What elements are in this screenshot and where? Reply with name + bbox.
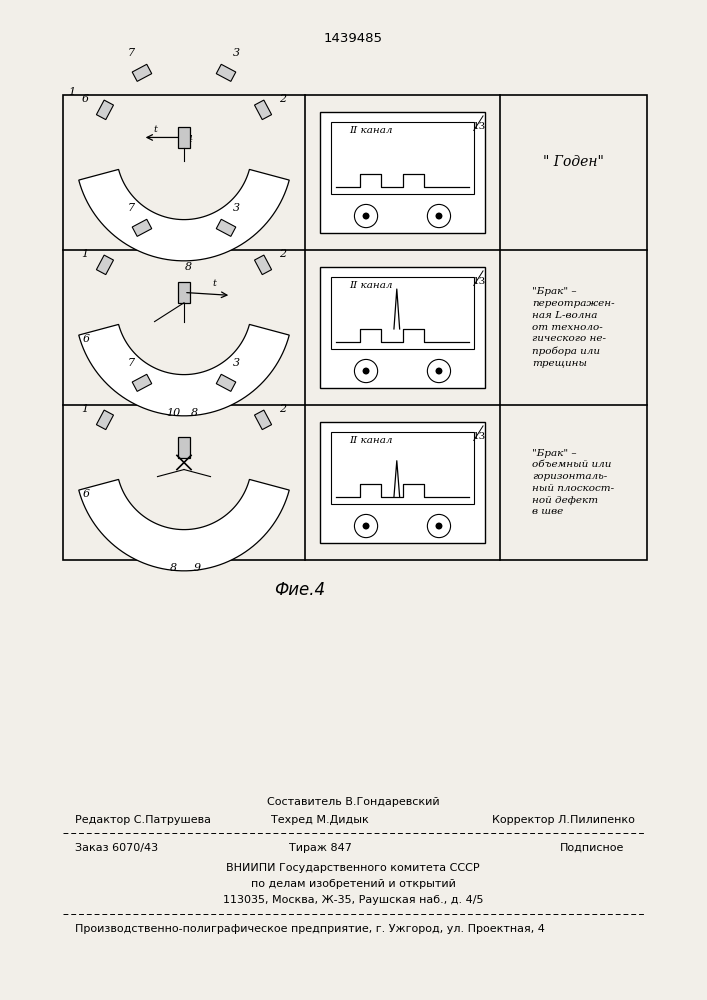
- Text: " Годен": " Годен": [543, 155, 604, 169]
- Polygon shape: [78, 479, 289, 571]
- Circle shape: [436, 368, 443, 375]
- Bar: [320, 267, 486, 388]
- Text: 2: 2: [279, 94, 286, 104]
- Text: 7: 7: [128, 203, 135, 213]
- Text: 13: 13: [473, 122, 486, 131]
- Text: по делам изобретений и открытий: по делам изобретений и открытий: [250, 879, 455, 889]
- Text: 3: 3: [233, 203, 240, 213]
- Text: 3: 3: [233, 48, 240, 58]
- Polygon shape: [96, 100, 114, 120]
- Text: Заказ 6070/43: Заказ 6070/43: [75, 843, 158, 853]
- Text: 1: 1: [81, 404, 89, 414]
- Text: Фие.4: Фие.4: [274, 581, 325, 599]
- Polygon shape: [216, 374, 236, 391]
- Text: Тираж 847: Тираж 847: [288, 843, 351, 853]
- Text: 8: 8: [170, 563, 177, 573]
- Text: 1: 1: [81, 249, 89, 259]
- Bar: [177, 127, 190, 148]
- Text: 13: 13: [473, 432, 486, 441]
- Polygon shape: [78, 169, 289, 261]
- Text: 6: 6: [83, 489, 90, 499]
- Polygon shape: [96, 410, 114, 430]
- Polygon shape: [132, 374, 152, 391]
- Text: II канал: II канал: [349, 281, 393, 290]
- Text: "Брак" –
объемный или
горизонталь-
ный плоскост-
ной дефект
в шве: "Брак" – объемный или горизонталь- ный п…: [532, 448, 614, 516]
- Text: t: t: [213, 279, 216, 288]
- Bar: [320, 422, 486, 543]
- Text: t: t: [154, 125, 158, 134]
- Text: 13: 13: [473, 277, 486, 286]
- Text: ВНИИПИ Государственного комитета СССР: ВНИИПИ Государственного комитета СССР: [226, 863, 480, 873]
- Text: 3: 3: [233, 358, 240, 368]
- Circle shape: [363, 368, 370, 375]
- Circle shape: [363, 213, 370, 220]
- Bar: [320, 112, 486, 233]
- Text: 2: 2: [279, 249, 286, 259]
- Bar: [177, 437, 190, 458]
- Circle shape: [363, 523, 370, 530]
- Bar: [331, 277, 474, 349]
- Text: 2: 2: [279, 404, 286, 414]
- Text: Техред М.Дидык: Техред М.Дидык: [271, 815, 369, 825]
- Text: 7: 7: [128, 358, 135, 368]
- Polygon shape: [255, 100, 271, 120]
- Text: 4: 4: [185, 135, 192, 144]
- Text: 9: 9: [194, 563, 201, 573]
- Text: II канал: II канал: [349, 436, 393, 445]
- Bar: [63, 95, 647, 560]
- Text: Производственно-полиграфическое предприятие, г. Ужгород, ул. Проектная, 4: Производственно-полиграфическое предприя…: [75, 924, 545, 934]
- Text: Составитель В.Гондаревский: Составитель В.Гондаревский: [267, 797, 439, 807]
- Text: 1439485: 1439485: [324, 31, 382, 44]
- Text: 6: 6: [81, 94, 89, 104]
- Polygon shape: [132, 219, 152, 236]
- Text: 113035, Москва, Ж-35, Раушская наб., д. 4/5: 113035, Москва, Ж-35, Раушская наб., д. …: [223, 895, 484, 905]
- Text: "Брак" –
переотражен-
ная L-волна
от техноло-
гического не-
пробора или
трещины: "Брак" – переотражен- ная L-волна от тех…: [532, 287, 615, 368]
- Polygon shape: [96, 255, 114, 275]
- Text: 7: 7: [128, 48, 135, 58]
- Circle shape: [436, 523, 443, 530]
- Bar: [177, 282, 190, 303]
- Text: Подписное: Подписное: [560, 843, 624, 853]
- Bar: [331, 432, 474, 504]
- Circle shape: [436, 213, 443, 220]
- Text: 8: 8: [185, 262, 192, 272]
- Polygon shape: [216, 219, 236, 236]
- Polygon shape: [255, 410, 271, 430]
- Text: 1: 1: [69, 87, 76, 97]
- Polygon shape: [78, 324, 289, 416]
- Polygon shape: [132, 64, 152, 81]
- Text: 6: 6: [83, 334, 90, 344]
- Polygon shape: [216, 64, 236, 81]
- Bar: [331, 122, 474, 194]
- Text: II канал: II канал: [349, 126, 393, 135]
- Text: Корректор Л.Пилипенко: Корректор Л.Пилипенко: [492, 815, 635, 825]
- Text: 8: 8: [191, 408, 198, 418]
- Polygon shape: [255, 255, 271, 275]
- Text: Редактор С.Патрушева: Редактор С.Патрушева: [75, 815, 211, 825]
- Text: 10: 10: [166, 408, 180, 418]
